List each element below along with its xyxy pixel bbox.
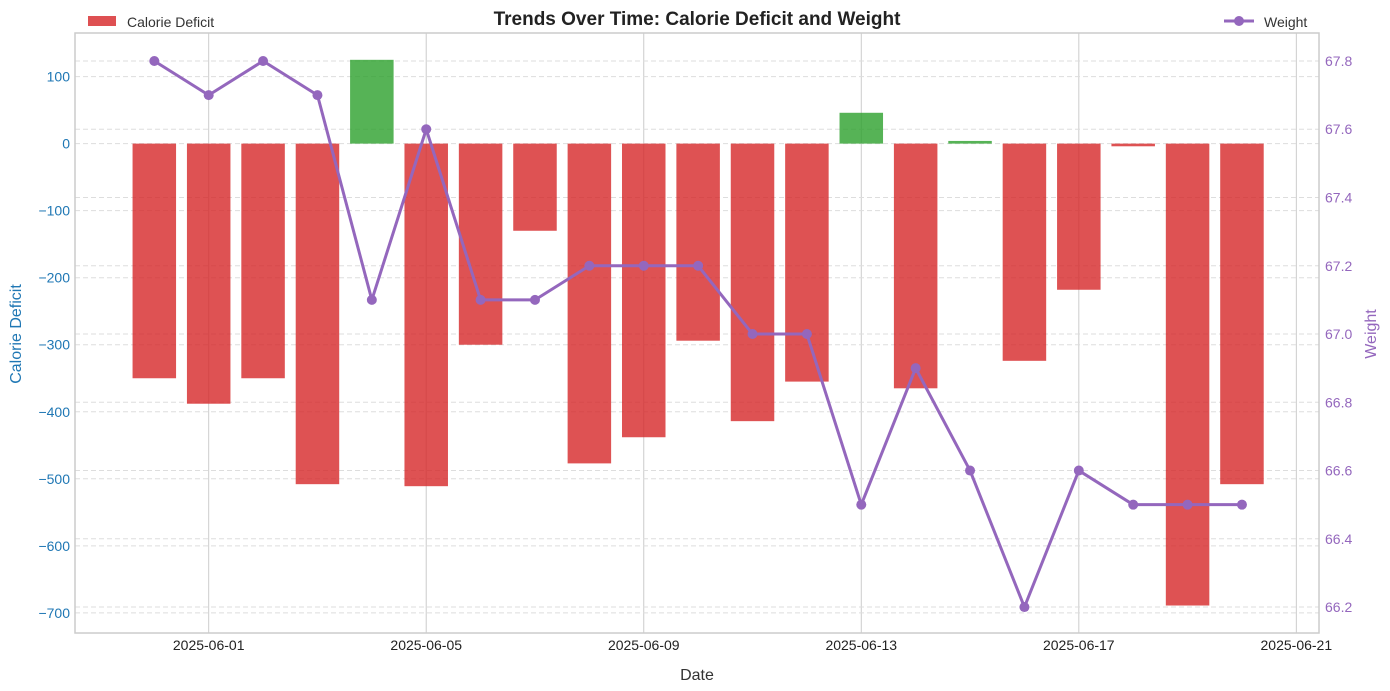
x-tick-label: 2025-06-09	[608, 637, 680, 653]
y-right-tick-label: 67.4	[1325, 190, 1352, 206]
y-right-tick-label: 67.6	[1325, 121, 1352, 137]
weight-point	[638, 260, 649, 271]
y-left-tick-label: −700	[38, 605, 70, 621]
y-left-tick-label: 100	[47, 69, 71, 85]
bar-calorie-deficit	[241, 143, 285, 379]
bar-calorie-deficit	[893, 143, 938, 389]
y-left-tick-label: −500	[38, 471, 70, 487]
x-tick-label: 2025-06-13	[825, 637, 897, 653]
weight-point	[529, 294, 540, 305]
legend-label-calorie-deficit: Calorie Deficit	[127, 14, 214, 30]
weight-point	[910, 363, 921, 374]
weight-point	[1236, 499, 1247, 510]
plot-frame	[74, 32, 1320, 634]
legend-swatch-calorie-deficit	[88, 16, 116, 26]
bar-calorie-deficit	[132, 143, 177, 379]
bar-calorie-deficit	[839, 112, 884, 144]
weight-point	[747, 329, 758, 340]
bar-calorie-deficit	[404, 143, 448, 487]
weight-point	[421, 124, 432, 135]
bar-calorie-deficit	[730, 143, 775, 422]
weight-point	[1182, 499, 1193, 510]
y-axis-left-label: Calorie Deficit	[8, 284, 25, 384]
weight-point	[1073, 465, 1084, 476]
bar-calorie-deficit	[567, 143, 612, 464]
x-tick-label: 2025-06-21	[1261, 637, 1333, 653]
bar-calorie-deficit	[785, 143, 829, 382]
y-right-tick-label: 66.8	[1325, 394, 1352, 410]
weight-point	[1128, 499, 1139, 510]
y-left-tick-label: 0	[62, 136, 70, 152]
bar-calorie-deficit	[458, 143, 503, 345]
y-right-tick-label: 67.8	[1325, 53, 1352, 69]
bar-calorie-deficit	[1220, 143, 1264, 485]
bar-calorie-deficit	[676, 143, 720, 341]
y-right-tick-label: 66.2	[1325, 599, 1352, 615]
bar-calorie-deficit	[1111, 143, 1155, 147]
y-left-tick-label: −200	[38, 270, 70, 286]
weight-line-series	[149, 55, 1247, 613]
bar-calorie-deficit	[350, 59, 394, 144]
ticks: 2025-06-01 2025-06-05 2025-06-09 2025-06-13…	[38, 53, 1352, 653]
weight-point	[584, 260, 595, 271]
legend-marker-weight	[1234, 16, 1244, 26]
y-right-tick-label: 67.2	[1325, 258, 1352, 274]
legend-calorie-deficit: Calorie Deficit	[88, 14, 214, 30]
weight-point	[801, 329, 812, 340]
y-left-tick-label: −400	[38, 404, 70, 420]
weight-point	[856, 499, 867, 510]
y-left-tick-label: −100	[38, 203, 70, 219]
weight-point	[693, 260, 704, 271]
legend-label-weight: Weight	[1264, 14, 1307, 30]
x-axis-label: Date	[680, 667, 714, 684]
bar-calorie-deficit	[621, 143, 666, 438]
weight-point	[203, 90, 214, 101]
bar-calorie-deficit	[295, 143, 340, 485]
bar-calorie-deficit	[948, 140, 992, 144]
bar-calorie-deficit	[1002, 143, 1047, 361]
bars	[132, 59, 1264, 606]
x-tick-label: 2025-06-05	[390, 637, 462, 653]
weight-point	[475, 294, 486, 305]
weight-point	[312, 90, 323, 101]
y-right-tick-label: 66.4	[1325, 531, 1352, 547]
bar-calorie-deficit	[1165, 143, 1210, 606]
y-left-tick-label: −600	[38, 538, 70, 554]
bar-calorie-deficit	[513, 143, 557, 231]
legend-weight: Weight	[1224, 14, 1307, 30]
y-right-tick-label: 67.0	[1325, 326, 1352, 342]
weight-point	[258, 55, 269, 66]
y-left-tick-label: −300	[38, 337, 70, 353]
x-tick-label: 2025-06-17	[1043, 637, 1115, 653]
chart-title: Trends Over Time: Calorie Deficit and We…	[494, 9, 902, 30]
weight-point	[149, 55, 160, 66]
x-tick-label: 2025-06-01	[173, 637, 245, 653]
bar-calorie-deficit	[186, 143, 231, 404]
weight-point	[366, 294, 377, 305]
bar-calorie-deficit	[1057, 143, 1101, 290]
weight-point	[965, 465, 976, 476]
y-axis-right-label: Weight	[1363, 309, 1380, 359]
weight-point	[1019, 602, 1030, 613]
y-right-tick-label: 66.6	[1325, 463, 1352, 479]
